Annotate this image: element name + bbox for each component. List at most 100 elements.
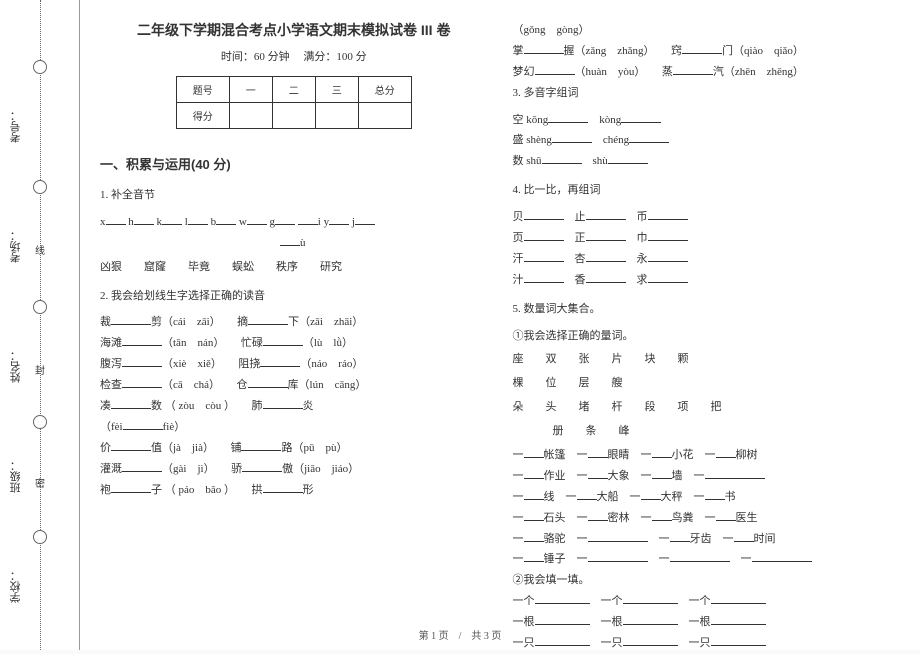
time-label: 时间：60 分钟: [221, 51, 290, 63]
pinyin-row: x h k l b w g i y j: [100, 212, 488, 233]
txt: 一个: [689, 595, 711, 607]
txt: 检查: [100, 379, 122, 391]
txt: 库（lún: [288, 379, 324, 391]
txt: （xiè: [162, 358, 186, 370]
measure-row: 座 双 张 片 块 颗: [513, 349, 901, 370]
txt: （tān: [162, 337, 186, 349]
word: 研究: [320, 257, 342, 278]
binding-label-school: 学校：: [8, 570, 24, 603]
word: 册: [553, 421, 564, 442]
txt: 巾: [637, 232, 648, 244]
txt: 值（jà: [151, 442, 181, 454]
word: 头: [546, 397, 557, 418]
question-title: 2. 我会给划线生字选择正确的读音: [100, 286, 488, 307]
txt: 握（zǎng: [564, 45, 607, 57]
compare-row: 页 正 巾: [513, 228, 901, 249]
txt: 香: [575, 274, 586, 286]
txt: kòng: [599, 114, 621, 126]
reading-line: 价值（jà jià） 铺路（pū pù）: [100, 438, 488, 459]
binding-label-name: 姓名：: [8, 350, 24, 383]
txt: 子 （ páo: [151, 484, 194, 496]
score-cell[interactable]: [272, 103, 315, 129]
score-th: 二: [272, 77, 315, 103]
txt: chá）: [194, 379, 215, 391]
score-th: 得分: [176, 103, 229, 129]
fill-row: 一帐篷 一眼睛 一小花 一柳树: [513, 445, 901, 466]
txt: xiě）: [197, 358, 216, 370]
txt: 作业: [544, 470, 566, 482]
txt: ráo）: [338, 358, 363, 370]
reading-line: 检查 （cā chá） 仓 库（lún cāng）: [100, 375, 488, 396]
binding-cut-char: 封: [35, 362, 45, 377]
txt: 汽（zhēn: [713, 66, 756, 78]
txt: 傲（jiāo: [282, 463, 321, 475]
word: 项: [678, 397, 689, 418]
txt: 鸟粪: [672, 512, 694, 524]
word: 窟窿: [144, 257, 166, 278]
letter: i: [318, 216, 321, 228]
compare-row: 汁 香 求: [513, 270, 901, 291]
txt: jì）: [197, 463, 209, 475]
question-title: 1. 补全音节: [100, 185, 488, 206]
txt: 求: [637, 274, 648, 286]
pinyin-row-2: ù: [100, 233, 488, 254]
txt: 锤子: [544, 553, 566, 565]
q5-sub1: ①我会选择正确的量词。: [513, 326, 901, 347]
txt: 梦幻: [513, 66, 535, 78]
txt: nán）: [197, 337, 218, 349]
txt: 价: [100, 442, 111, 454]
txt: 忙碌: [241, 337, 263, 349]
txt: zhēng）: [767, 66, 804, 78]
txt: 止: [575, 211, 586, 223]
binding-circle: [33, 300, 47, 314]
left-column: 二年级下学期混合考点小学语文期末模拟试卷 III 卷 时间：60 分钟 满分：1…: [100, 20, 488, 620]
txt: 骄: [231, 463, 242, 475]
page-footer: 第 1 页 / 共 3 页: [0, 627, 920, 642]
txt: 灌溉: [100, 463, 122, 475]
fullscore-label: 满分：100 分: [303, 51, 366, 63]
word: 层: [579, 373, 590, 394]
txt: 石头: [544, 512, 566, 524]
word: 艘: [612, 373, 623, 394]
fill-row: 一锤子 一 一 一: [513, 549, 901, 570]
fill-row: 一线 一大船 一大秤 一书: [513, 487, 901, 508]
txt: 牙齿: [690, 533, 712, 545]
word: 把: [711, 397, 722, 418]
word: 张: [579, 349, 590, 370]
txt: shù: [593, 155, 608, 167]
txt: 仓: [237, 379, 248, 391]
txt: （cā: [162, 379, 183, 391]
txt: 汁: [513, 274, 524, 286]
txt: qiǎo）: [774, 45, 804, 57]
txt: 医生: [736, 512, 758, 524]
right-column: （gǒng gòng） 掌握（zǎng zhǎng） 窍门（qiào qiǎo）…: [513, 20, 901, 620]
txt: 剪（cái: [151, 316, 186, 328]
word: 棵: [513, 373, 524, 394]
txt: 数 （ zòu: [151, 400, 194, 412]
binding-label-class: 班级：: [8, 460, 24, 493]
word: 片: [612, 349, 623, 370]
txt: 阻挠: [238, 358, 260, 370]
txt: 蒸: [662, 66, 673, 78]
question-1: 1. 补全音节 x h k l b w g i y j ù 凶狠: [100, 185, 488, 278]
txt: 线: [544, 491, 555, 503]
score-table: 题号 一 二 三 总分 得分: [176, 76, 412, 129]
score-cell[interactable]: [315, 103, 358, 129]
score-cell[interactable]: [229, 103, 272, 129]
question-3: 3. 多音字组词 空 kōng kòng盛 shèng chéng数 shū s…: [513, 83, 901, 173]
word: 颗: [678, 349, 689, 370]
txt: 腹泻: [100, 358, 122, 370]
txt: 路（pū: [281, 442, 314, 454]
txt: 下（zāi: [288, 316, 323, 328]
question-4: 4. 比一比，再组词 贝 止 币 页 正 巾 汗 杏 永 汁 香 求: [513, 180, 901, 290]
fill-row: 一骆驼 一 一牙齿 一时间: [513, 529, 901, 550]
txt: 帐篷: [544, 449, 566, 461]
word: 朵: [513, 397, 524, 418]
reading-line: 袍子 （ páo bāo ） 拱形: [100, 480, 488, 501]
txt: bāo ）: [205, 484, 229, 496]
score-cell[interactable]: [358, 103, 411, 129]
word: 峰: [619, 421, 630, 442]
txt: cāng）: [335, 379, 367, 391]
content-area: 二年级下学期混合考点小学语文期末模拟试卷 III 卷 时间：60 分钟 满分：1…: [100, 20, 900, 620]
txt: （gài: [162, 463, 186, 475]
